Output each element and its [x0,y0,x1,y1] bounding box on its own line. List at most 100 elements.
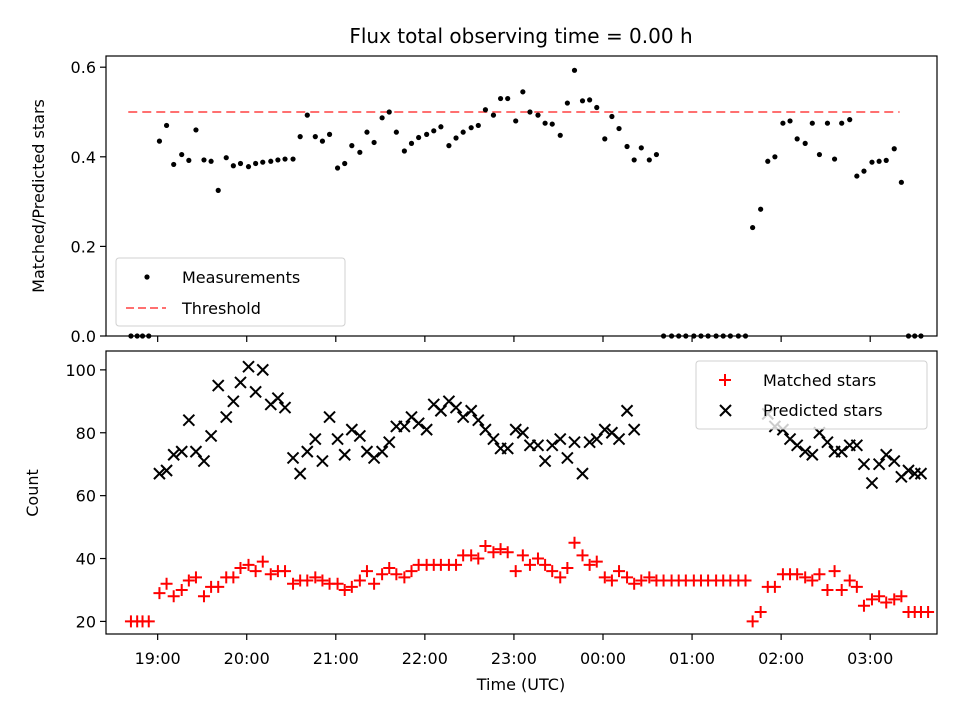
measurement-point [861,168,867,174]
predicted-stars-point [345,423,359,436]
predicted-stars-point [590,432,603,446]
bottom-x-tick-label: 22:00 [402,649,448,668]
bottom-plot: 20 40 60 80 100 19:00 20:00 21:00 22:00 23:00 00:0… [23,350,938,694]
measurement-point [453,135,459,141]
predicted-stars-point [271,391,285,405]
matched-stars-point [806,574,819,587]
predicted-stars-point [412,417,425,430]
predicted-stars-point [872,457,886,471]
predicted-stars-point [220,410,233,424]
predicted-legend-marker [719,404,732,417]
predicted-stars-point [561,451,574,465]
bottom-x-tick-label: 23:00 [491,649,537,668]
measurement-point [898,179,904,185]
matched-stars-point [554,571,567,584]
predicted-stars-point [576,467,589,480]
measurement-point [750,224,756,231]
predicted-stars-point [487,432,500,446]
measurement-point [847,117,853,123]
predicted-stars-point [880,448,893,461]
measurement-point [527,109,533,115]
matched-stars-point [182,574,195,587]
matched-stars-point [835,583,848,596]
measurement-point [475,122,481,129]
matched-stars-point [234,561,247,574]
matched-stars-point [450,558,463,571]
matched-stars-point [472,552,485,565]
measurement-point [631,157,637,163]
measurement-point [787,118,793,124]
measurement-point [482,107,489,113]
bottom-x-tick-label: 01:00 [669,649,715,668]
measurement-point [758,206,764,212]
measurement-point [535,112,541,118]
top-plot-frame [105,55,938,337]
predicted-stars-point [509,423,522,436]
bottom-y-tick-label: 60 [76,487,96,506]
measurement-point [179,151,185,158]
predicted-stars-point [338,448,351,461]
measurement-point [245,164,252,170]
measurement-point [326,131,333,137]
matched-stars-point [345,580,358,593]
bottom-y-tick-label: 20 [76,612,96,631]
matched-stars-point [583,558,596,571]
measurement-point [587,97,593,103]
measurement-point [839,120,845,126]
predicted-stars-point [293,467,307,480]
predicted-stars-point [865,476,879,490]
matched-stars-point [561,561,574,574]
predicted-stars-point [434,404,448,417]
matched-stars-point [242,558,255,571]
predicted-stars-point [554,432,567,446]
matched-stars-point [501,546,514,559]
matched-stars-point [643,571,656,584]
chart-title: Flux total observing time = 0.00 h [349,24,692,48]
bottom-x-tick-label: 03:00 [847,649,893,668]
measurement-point [564,100,570,106]
measurement-point [542,120,548,126]
matched-stars-point [153,587,166,600]
matched-stars-point [746,615,759,628]
matched-stars-point [494,543,507,556]
measurement-point [408,140,415,146]
x-axis-label: Time (UTC) [476,675,565,694]
measurement-point [371,139,377,146]
predicted-stars-point [153,467,166,480]
predicted-stars-point [850,439,864,452]
matched-stars-point [523,558,536,571]
legend-matched-label: Matched stars [763,371,876,390]
predicted-stars-point [167,448,180,461]
matched-stars-point [880,596,893,609]
measurement-point [416,134,422,141]
measurement-point [230,163,236,169]
matched-stars-point [316,574,329,587]
measurement-point [297,134,303,140]
measurement-point [831,156,838,162]
predicted-stars-point [516,426,530,439]
bottom-x-tick-label: 19:00 [135,649,181,668]
matched-stars-point [353,574,366,587]
matched-stars-point [850,580,863,593]
matched-stars-point [368,577,381,590]
top-y-tick-label: 0.4 [71,148,96,167]
measurement-point [349,143,355,149]
matched-stars-point [768,580,781,593]
measurement-point [312,134,318,140]
measurement-point [646,157,652,163]
predicted-stars-point [227,395,240,408]
predicted-stars-point [316,454,329,468]
predicted-stars-point [798,445,812,458]
measurement-point [431,128,437,134]
measurement-point [571,67,578,73]
measurement-point [624,143,630,150]
predicted-stars-point [583,435,596,449]
measurement-point [468,125,474,131]
measurement-point [237,160,244,167]
top-plot: 0.0 0.2 0.4 0.6 Matched/Predicted stars Mea… [29,55,938,346]
measurement-point [334,165,341,171]
matched-stars-point [888,593,901,606]
matched-stars-point [338,583,351,596]
matched-stars-point [828,565,841,578]
